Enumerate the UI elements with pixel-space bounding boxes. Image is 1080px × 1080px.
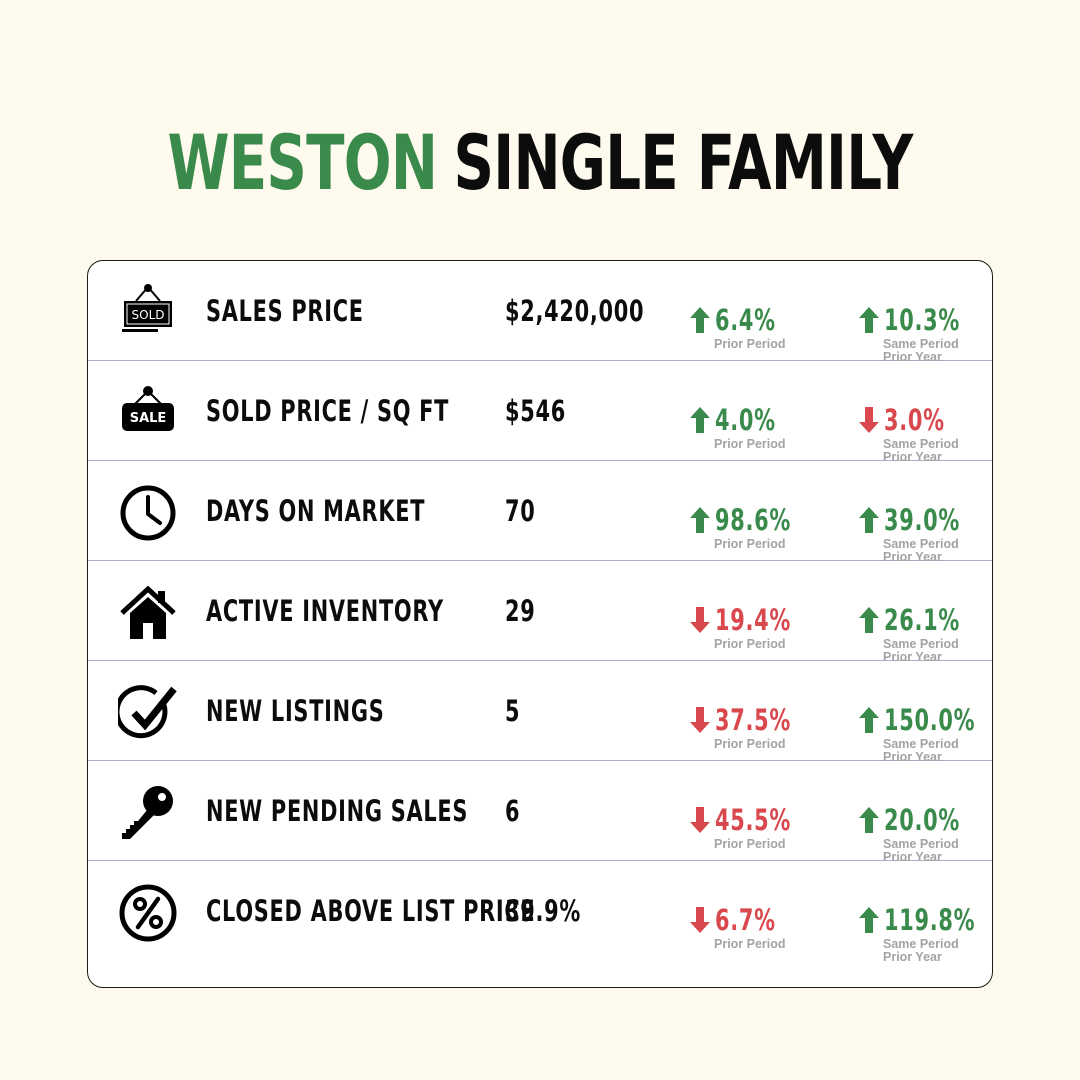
change-caption: Prior Period — [714, 437, 786, 451]
title-main: SINGLE FAMILY — [453, 118, 913, 207]
table-row-closed-above-list: CLOSED ABOVE LIST PRICE 39.9% 6.7% Prior… — [88, 861, 992, 964]
change-caption: Same Period Prior Year — [883, 737, 959, 764]
table-row-new-listings: NEW LISTINGS 5 37.5% Prior Period 150.0%… — [88, 661, 992, 764]
change-percent: 37.5% — [715, 703, 792, 737]
stats-table: SOLD SALES PRICE $2,420,000 6.4% Prior P… — [87, 260, 993, 988]
metric-value: 5 — [505, 694, 521, 728]
metric-value: $546 — [505, 394, 566, 428]
page-title: WESTON SINGLE FAMILY — [140, 118, 939, 208]
change-percent: 10.3% — [884, 303, 961, 337]
arrow-down-icon — [859, 407, 879, 433]
metric-value: 70 — [505, 494, 536, 528]
metric-value: 6 — [505, 794, 521, 828]
arrow-up-icon — [690, 307, 710, 333]
metric-label: SOLD PRICE / SQ FT — [206, 394, 450, 428]
arrow-up-icon — [859, 607, 879, 633]
change-percent: 6.7% — [715, 903, 776, 937]
arrow-up-icon — [859, 307, 879, 333]
change-caption: Same Period Prior Year — [883, 837, 959, 864]
change-percent: 150.0% — [884, 703, 976, 737]
metric-label: SALES PRICE — [206, 294, 364, 328]
change-percent: 3.0% — [884, 403, 945, 437]
change-caption: Prior Period — [714, 737, 786, 751]
metric-label: ACTIVE INVENTORY — [206, 594, 444, 628]
key-icon — [118, 783, 178, 843]
checkmark-icon — [118, 683, 178, 743]
arrow-up-icon — [859, 807, 879, 833]
metric-label: NEW LISTINGS — [206, 694, 385, 728]
table-row-new-pending-sales: NEW PENDING SALES 6 45.5% Prior Period 2… — [88, 761, 992, 864]
change-percent: 19.4% — [715, 603, 792, 637]
svg-text:SOLD: SOLD — [132, 308, 165, 322]
change-percent: 119.8% — [884, 903, 976, 937]
table-row-sales-price: SOLD SALES PRICE $2,420,000 6.4% Prior P… — [88, 261, 992, 364]
metric-label: DAYS ON MARKET — [206, 494, 426, 528]
change-caption: Same Period Prior Year — [883, 637, 959, 664]
change-caption: Same Period Prior Year — [883, 937, 959, 964]
change-percent: 98.6% — [715, 503, 792, 537]
title-accent: WESTON — [167, 118, 438, 207]
change-percent: 20.0% — [884, 803, 961, 837]
arrow-up-icon — [859, 507, 879, 533]
percent-icon — [118, 883, 178, 943]
change-caption: Prior Period — [714, 937, 786, 951]
change-caption: Same Period Prior Year — [883, 337, 959, 364]
metric-value: 29 — [505, 594, 536, 628]
metric-label: NEW PENDING SALES — [206, 794, 469, 828]
change-percent: 4.0% — [715, 403, 776, 437]
metric-label: CLOSED ABOVE LIST PRICE — [206, 894, 536, 928]
change-caption: Prior Period — [714, 337, 786, 351]
clock-icon — [118, 483, 178, 543]
change-caption: Prior Period — [714, 537, 786, 551]
metric-value: 39.9% — [505, 894, 582, 928]
table-row-active-inventory: ACTIVE INVENTORY 29 19.4% Prior Period 2… — [88, 561, 992, 664]
metric-value: $2,420,000 — [505, 294, 645, 328]
arrow-down-icon — [690, 807, 710, 833]
arrow-down-icon — [690, 607, 710, 633]
arrow-down-icon — [690, 907, 710, 933]
arrow-up-icon — [859, 907, 879, 933]
svg-text:SALE: SALE — [130, 411, 167, 426]
sold-sign-icon: SOLD — [118, 283, 178, 343]
table-row-sold-price-sqft: SALE SOLD PRICE / SQ FT $546 4.0% Prior … — [88, 361, 992, 464]
change-percent: 6.4% — [715, 303, 776, 337]
change-caption: Prior Period — [714, 837, 786, 851]
change-caption: Prior Period — [714, 637, 786, 651]
arrow-up-icon — [690, 507, 710, 533]
change-percent: 26.1% — [884, 603, 961, 637]
arrow-up-icon — [690, 407, 710, 433]
arrow-down-icon — [690, 707, 710, 733]
change-percent: 39.0% — [884, 503, 961, 537]
change-caption: Same Period Prior Year — [883, 437, 959, 464]
change-percent: 45.5% — [715, 803, 792, 837]
table-row-days-on-market: DAYS ON MARKET 70 98.6% Prior Period 39.… — [88, 461, 992, 564]
arrow-up-icon — [859, 707, 879, 733]
sale-sign-icon: SALE — [118, 383, 178, 443]
change-caption: Same Period Prior Year — [883, 537, 959, 564]
house-icon — [118, 583, 178, 643]
